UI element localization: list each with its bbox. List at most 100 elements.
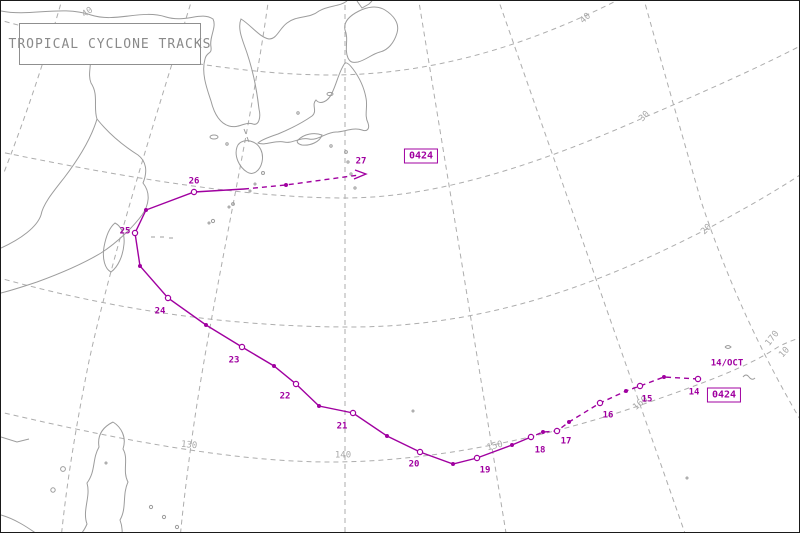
island-izu-4 (353, 186, 357, 190)
small-islands (50, 91, 756, 530)
meridian-120e (2, 1, 63, 176)
island-sado (326, 91, 334, 97)
island-ph-west-2 (50, 487, 56, 493)
island-kii-offshore (329, 144, 333, 148)
genesis-date-text: 14/OCT (710, 358, 744, 369)
track-date-label-20: 20 (408, 459, 420, 470)
track-date-label-15: 15 (641, 394, 653, 405)
track-point-open (190, 188, 198, 196)
island-goto (225, 142, 229, 146)
island-tsushima (243, 128, 250, 143)
meridian-150e (418, 1, 507, 532)
track-point-filled (284, 183, 288, 187)
track-point-filled (662, 375, 666, 379)
track-date-label-23: 23 (228, 355, 240, 366)
track-date-label-17: 17 (560, 436, 572, 447)
track-point-open (416, 448, 424, 456)
coastline-philippines-west (81, 421, 114, 532)
genesis-date-label: 14/OCT (710, 358, 744, 369)
island-okinawa-2 (207, 221, 211, 225)
grid-label-150: 150 (485, 439, 504, 454)
track-date-label-24: 24 (154, 306, 166, 317)
track-point-open (238, 343, 246, 351)
island-miyako-group (151, 236, 173, 239)
island-okinawa-1 (210, 218, 216, 224)
grid-label-30: 30 (637, 109, 653, 125)
coastline-honshu (257, 62, 370, 145)
meridian-125e (61, 1, 192, 532)
coastline-mainland-korea (1, 1, 348, 128)
meridian-130e (180, 1, 269, 532)
island-yakushima (261, 171, 265, 175)
track-point-open (131, 229, 139, 237)
track-date-label-14: 14 (688, 387, 700, 398)
track-point-filled (272, 364, 276, 368)
storm-id-text: 0424 (408, 150, 434, 162)
track-point-filled (317, 404, 321, 408)
track-point-filled (204, 323, 208, 327)
storm-id-box-mid: 0424 (403, 148, 439, 164)
track-date-label-18: 18 (534, 445, 546, 456)
track-point-filled (385, 434, 389, 438)
island-speck-3 (685, 476, 689, 480)
track-point-open (292, 380, 300, 388)
coastline-left-edge-islands (1, 436, 35, 532)
track-point-open (473, 454, 481, 462)
track-point-filled (567, 420, 571, 424)
coastline-philippines-east (112, 421, 129, 532)
grid-label-140: 140 (334, 450, 352, 461)
track-point-filled (510, 443, 514, 447)
track-point-open (553, 427, 561, 435)
island-ph-west-1 (60, 466, 66, 472)
island-ph-se-2 (161, 514, 167, 520)
coastline-china (1, 52, 149, 294)
track-end-arrow-icon (353, 169, 368, 180)
island-speck-2 (104, 461, 108, 465)
coastline-sakhalin (356, 1, 373, 9)
track-point-filled (138, 264, 142, 268)
island-izu-3 (349, 172, 353, 176)
track-date-label-19: 19 (479, 465, 491, 476)
track-point-filled (624, 389, 628, 393)
grid-label-20: 20 (699, 222, 715, 238)
track-date-label-26: 26 (188, 176, 200, 187)
track-date-label-27: 27 (355, 156, 367, 167)
parallel-20n (1, 175, 799, 328)
island-ph-se-1 (148, 504, 154, 510)
meridian-160e (498, 1, 686, 532)
track-point-open (636, 382, 644, 390)
island-speck-1 (411, 409, 415, 413)
track-point-filled (451, 462, 455, 466)
coastline-taiwan (102, 222, 125, 273)
grid-label-40: 40 (80, 5, 96, 20)
meridian-170e (643, 1, 799, 419)
island-ph-se-3 (174, 524, 180, 530)
coastline-hokkaido (344, 6, 399, 63)
track-date-label-22: 22 (279, 391, 291, 402)
track-point-filled (541, 430, 545, 434)
track-segment-dashed (243, 174, 360, 190)
track-point-open (349, 409, 357, 417)
map-title: TROPICAL CYCLONE TRACKS (8, 36, 212, 52)
track-point-filled (144, 208, 148, 212)
coastline-kyushu (235, 140, 263, 174)
track-point-open (164, 294, 172, 302)
coastline-shikoku (296, 133, 323, 146)
parallel-30n (1, 46, 799, 199)
grid-label-10: 10 (777, 345, 792, 361)
grid-label-40: 40 (578, 11, 594, 26)
track-date-label-21: 21 (336, 421, 348, 432)
island-oki (296, 111, 300, 115)
island-izu-2 (346, 160, 350, 164)
coastlines (1, 1, 756, 532)
track-date-label-25: 25 (119, 226, 131, 237)
coastline-china-bay (1, 118, 98, 249)
island-amami-2 (227, 205, 231, 209)
grid-label-130: 130 (180, 439, 198, 452)
track-date-label-16: 16 (602, 410, 614, 421)
island-amami-1 (231, 202, 235, 206)
title-box: TROPICAL CYCLONE TRACKS (9, 23, 211, 65)
